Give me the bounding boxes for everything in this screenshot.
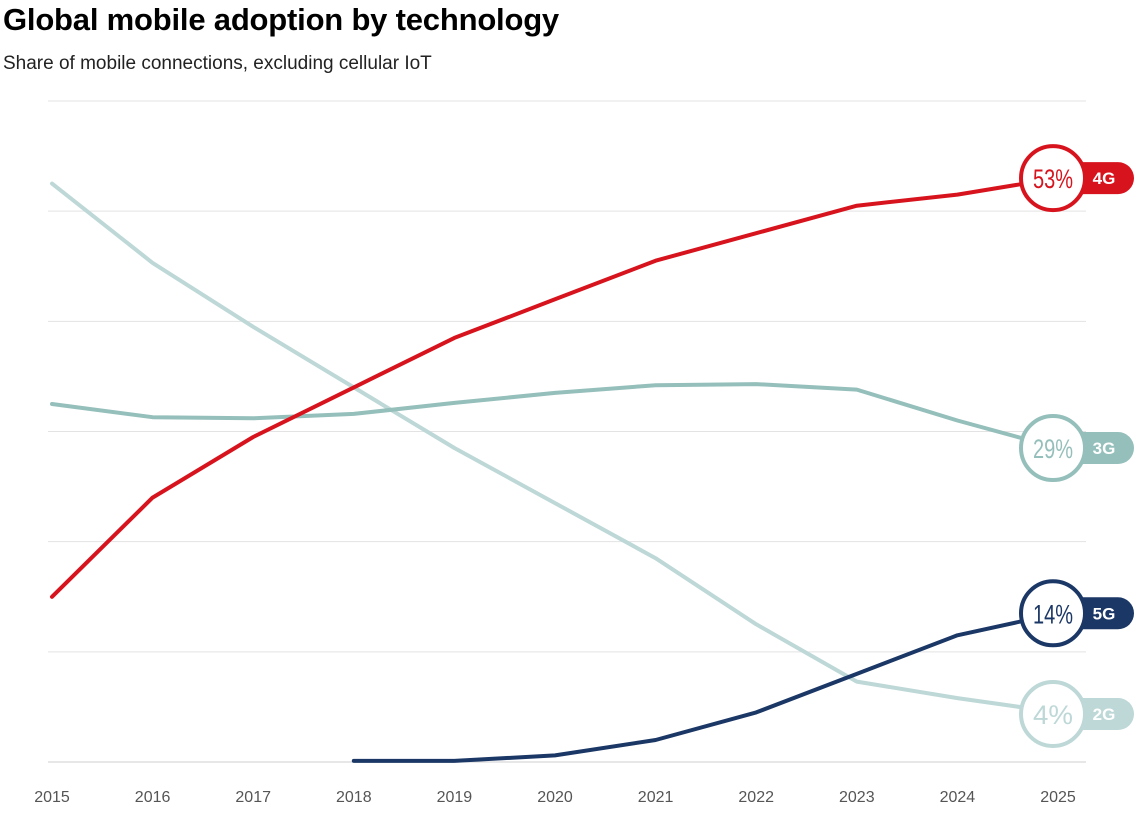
x-tick-label: 2019 <box>437 789 473 806</box>
chart-title: Global mobile adoption by technology <box>3 2 559 37</box>
x-tick-label: 2018 <box>336 789 372 806</box>
series-line-4g <box>50 176 1060 599</box>
end-value-5g: 14% <box>1033 599 1073 629</box>
x-tick-label: 2016 <box>135 789 171 806</box>
x-tick-label: 2022 <box>738 789 774 806</box>
x-tick-label: 2023 <box>839 789 875 806</box>
end-circle-4g <box>1019 144 1087 213</box>
tag-label-2g: 2G <box>1093 705 1116 724</box>
end-value-3g: 29% <box>1033 434 1073 464</box>
end-value-4g: 53% <box>1033 164 1073 194</box>
series-line-3g <box>50 382 1060 450</box>
series-line-2g <box>50 181 1060 715</box>
x-tick-label: 2024 <box>940 789 976 806</box>
end-circle-2g <box>1019 680 1087 748</box>
tag-label-3g: 3G <box>1093 439 1116 458</box>
x-tick-label: 2020 <box>537 789 573 806</box>
x-tick-label: 2015 <box>34 789 70 806</box>
gridlines <box>48 100 1086 763</box>
end-circle-5g <box>1019 579 1087 648</box>
series-line-5g <box>351 611 1060 763</box>
chart-subtitle: Share of mobile connections, excluding c… <box>3 53 432 74</box>
x-axis-ticks: 2015 2016 2017 2018 2019 2020 2021 2022 2023 2024… <box>34 789 1076 806</box>
end-labels: 4G 53% 3G 29% 2G 4% 5G 14% <box>1019 144 1134 748</box>
x-tick-label: 2021 <box>638 789 674 806</box>
x-tick-label: 2025 <box>1040 789 1076 806</box>
end-value-2g: 4% <box>1033 700 1073 730</box>
tag-label-4g: 4G <box>1093 169 1116 188</box>
series-lines <box>50 176 1060 763</box>
tag-label-5g: 5G <box>1093 604 1116 623</box>
x-tick-label: 2017 <box>235 789 271 806</box>
end-circle-3g <box>1019 414 1087 483</box>
